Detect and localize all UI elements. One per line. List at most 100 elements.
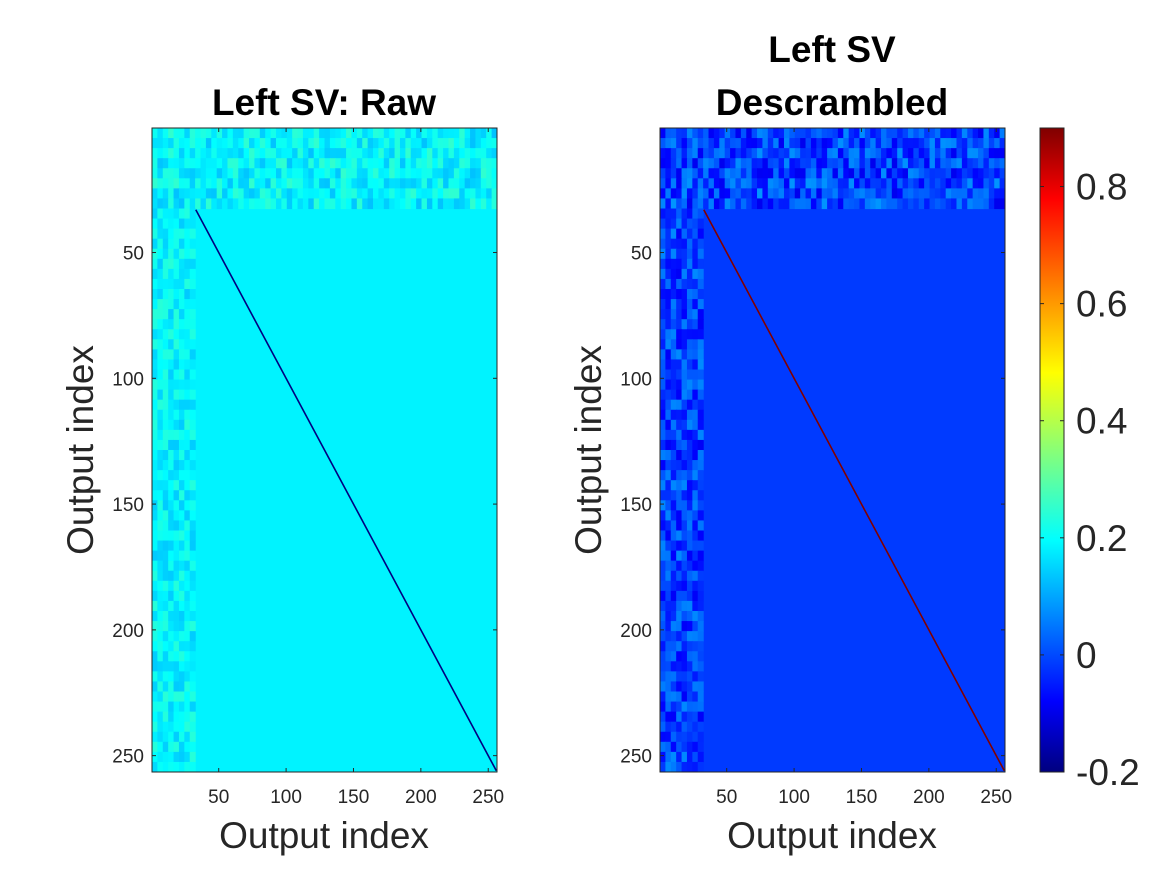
- heatmap-cell: [162, 600, 169, 612]
- heatmap-cell: [254, 158, 261, 169]
- heatmap-cell: [157, 299, 164, 310]
- heatmap-cell: [453, 178, 460, 189]
- heatmap-cell: [665, 661, 672, 672]
- x-tick-label: 250: [980, 787, 1012, 808]
- heatmap-cell: [805, 168, 812, 179]
- heatmap-cell: [676, 439, 683, 451]
- heatmap-cell: [178, 258, 185, 270]
- heatmap-cell: [967, 188, 974, 200]
- heatmap-cell: [162, 198, 169, 210]
- heatmap-cell: [886, 148, 893, 159]
- heatmap-cell: [486, 198, 493, 210]
- heatmap-cell: [216, 188, 223, 200]
- heatmap-cell: [173, 258, 180, 270]
- heatmap-cell: [152, 238, 158, 250]
- heatmap-cell: [232, 198, 239, 210]
- heatmap-cell: [168, 278, 175, 290]
- heatmap-cell: [162, 611, 169, 622]
- heatmap-cell: [665, 671, 672, 683]
- heatmap-cell: [346, 198, 353, 210]
- heatmap-cell: [697, 158, 704, 169]
- heatmap-cell: [340, 198, 347, 210]
- heatmap-cell: [453, 128, 460, 139]
- heatmap-cell: [686, 621, 693, 632]
- heatmap-cell: [426, 138, 433, 149]
- heatmap-cell: [443, 148, 450, 159]
- heatmap-cell: [670, 369, 677, 381]
- heatmap-cell: [746, 198, 753, 210]
- heatmap-cell: [168, 198, 175, 210]
- heatmap-cell: [724, 138, 731, 149]
- heatmap-cell: [762, 138, 769, 149]
- heatmap-cell: [410, 198, 417, 210]
- heatmap-cell: [945, 138, 952, 149]
- heatmap-cell: [168, 641, 175, 652]
- heatmap-cell: [173, 309, 180, 320]
- heatmap-cell: [173, 681, 180, 693]
- heatmap-cell: [800, 158, 807, 169]
- heatmap-cell: [189, 500, 196, 511]
- heatmap-cell: [270, 178, 277, 189]
- heatmap-cell: [178, 419, 185, 431]
- heatmap-cell: [870, 168, 877, 179]
- heatmap-cell: [660, 470, 666, 481]
- heatmap-cell: [152, 379, 158, 391]
- heatmap-cell: [692, 248, 699, 260]
- heatmap-cell: [697, 731, 704, 743]
- heatmap-cell: [665, 590, 672, 602]
- heatmap-cell: [972, 178, 979, 189]
- heatmap-cell: [805, 148, 812, 159]
- heatmap-cell: [168, 460, 175, 471]
- heatmap-cell: [670, 138, 677, 149]
- heatmap-cell: [346, 168, 353, 179]
- heatmap-cell: [735, 158, 742, 169]
- heatmap-cell: [168, 761, 175, 772]
- heatmap-cell: [676, 721, 683, 733]
- heatmap-cell: [313, 198, 320, 210]
- heatmap-cell: [697, 299, 704, 310]
- heatmap-cell: [854, 198, 861, 210]
- heatmap-cell: [432, 128, 439, 139]
- heatmap-cell: [848, 138, 855, 149]
- heatmap-cell: [152, 590, 158, 602]
- heatmap-cell: [227, 168, 234, 179]
- heatmap-cell: [168, 470, 175, 481]
- heatmap-cell: [972, 188, 979, 200]
- heatmap-cell: [383, 198, 390, 210]
- heatmap-cell: [686, 450, 693, 461]
- heatmap-cell: [832, 168, 839, 179]
- heatmap-cell: [222, 128, 229, 139]
- heatmap-cell: [162, 731, 169, 743]
- heatmap-cell: [189, 530, 196, 542]
- heatmap-cell: [168, 258, 175, 270]
- heatmap-cell: [665, 188, 672, 200]
- heatmap-cell: [211, 158, 218, 169]
- heatmap-cell: [189, 198, 196, 210]
- heatmap-cell: [676, 681, 683, 693]
- heatmap-cell: [189, 731, 196, 743]
- heatmap-cell: [692, 711, 699, 723]
- heatmap-cell: [994, 188, 1001, 200]
- heatmap-cell: [940, 178, 947, 189]
- heatmap-cell: [178, 138, 185, 149]
- heatmap-cell: [362, 158, 369, 169]
- heatmap-cell: [697, 419, 704, 431]
- heatmap-cell: [227, 148, 234, 159]
- heatmap-cell: [660, 560, 666, 572]
- heatmap-cell: [249, 178, 256, 189]
- heatmap-cell: [216, 148, 223, 159]
- heatmap-cell: [767, 198, 774, 210]
- heatmap-cell: [676, 731, 683, 743]
- heatmap-cell: [816, 128, 823, 139]
- heatmap-cell: [934, 138, 941, 149]
- heatmap-cell: [913, 168, 920, 179]
- heatmap-cell: [189, 138, 196, 149]
- heatmap-cell: [660, 329, 666, 340]
- heatmap-cell: [329, 148, 336, 159]
- heatmap-cell: [426, 158, 433, 169]
- heatmap-cell: [319, 138, 326, 149]
- heatmap-cell: [686, 218, 693, 230]
- heatmap-cell: [480, 128, 487, 139]
- heatmap-cell: [184, 520, 191, 532]
- heatmap-cell: [660, 530, 666, 542]
